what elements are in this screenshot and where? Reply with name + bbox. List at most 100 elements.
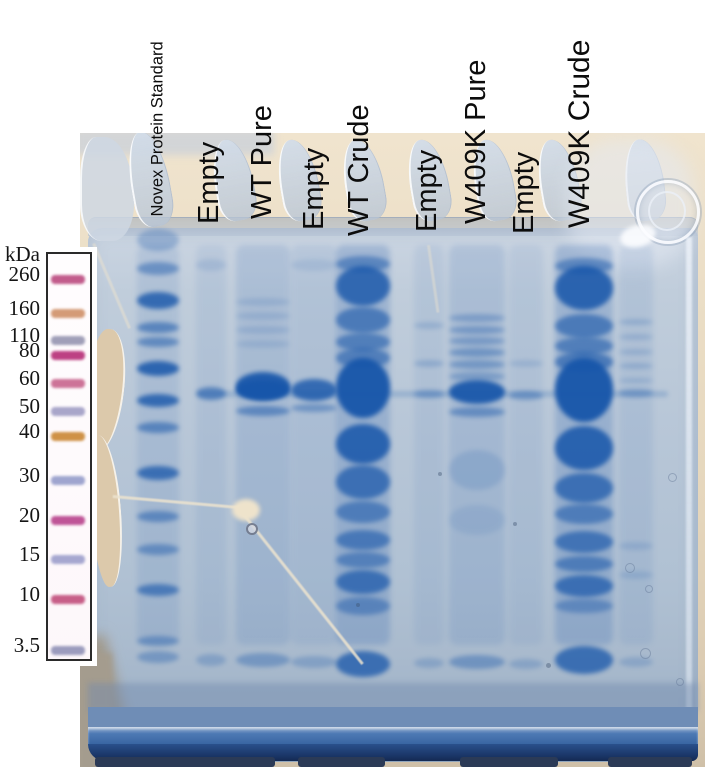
lane-label: WT Pure: [246, 105, 279, 219]
gel-lane: [137, 245, 179, 645]
protein-band: [449, 326, 505, 334]
kda-marker-label: 30: [19, 463, 40, 487]
protein-band: [137, 584, 179, 596]
protein-band: [509, 390, 543, 400]
gel-scratch-spot: [232, 499, 260, 521]
ladder-band: [51, 595, 85, 604]
protein-band: [137, 393, 179, 407]
kda-marker-label: 20: [19, 503, 40, 527]
protein-band: [336, 570, 390, 594]
protein-band: [555, 531, 613, 553]
faint-band-row: [198, 391, 668, 397]
protein-band: [336, 266, 390, 306]
protein-band: [236, 380, 290, 400]
protein-band: [236, 326, 290, 334]
kda-marker-label: 260: [8, 262, 41, 286]
protein-band: [137, 291, 179, 309]
protein-band: [619, 542, 653, 550]
protein-band: [196, 654, 226, 666]
gel-foot: [608, 757, 692, 767]
protein-band: [619, 657, 653, 667]
protein-band: [336, 651, 390, 677]
lane-label: WT Crude: [343, 104, 376, 236]
protein-band: [449, 450, 505, 490]
ladder-band: [51, 646, 85, 655]
gel-lane: [291, 245, 337, 645]
speck: [438, 472, 442, 476]
kda-marker-label: 50: [19, 394, 40, 418]
ladder-band: [51, 379, 85, 388]
protein-band: [555, 504, 613, 524]
gel-top-edge: [88, 217, 698, 236]
protein-band: [449, 314, 505, 322]
protein-band: [336, 501, 390, 523]
air-bubble: [246, 523, 258, 535]
lane-label: Empty: [298, 147, 331, 230]
ladder-band: [51, 516, 85, 525]
protein-band: [336, 358, 390, 418]
protein-band: [336, 307, 390, 333]
protein-band: [336, 530, 390, 550]
protein-band: [449, 407, 505, 417]
kda-marker-label: 15: [19, 542, 40, 566]
lane-label: Novex Protein Standard: [148, 40, 167, 216]
protein-band: [619, 319, 653, 325]
protein-band: [555, 473, 613, 503]
ladder-band: [51, 309, 85, 318]
gel-right-edge: [686, 237, 692, 747]
protein-band: [414, 321, 444, 329]
protein-band: [336, 424, 390, 464]
protein-band: [555, 426, 613, 470]
gel-foot: [298, 757, 385, 767]
ladder-band: [51, 275, 85, 284]
protein-band: [336, 465, 390, 499]
protein-band: [449, 371, 505, 381]
air-bubble: [676, 678, 684, 686]
protein-band: [414, 390, 444, 398]
gel-foot: [460, 757, 558, 767]
protein-band: [137, 337, 179, 347]
ladder-strip: [42, 247, 97, 666]
dye-front: [88, 683, 698, 711]
protein-band: [336, 597, 390, 615]
ladder-band: [51, 555, 85, 564]
protein-band: [555, 266, 613, 310]
protein-band: [137, 510, 179, 522]
protein-band: [509, 359, 543, 367]
gel-corner-tab: [80, 137, 134, 241]
protein-band: [137, 261, 179, 275]
protein-band: [555, 337, 613, 355]
protein-band: [449, 380, 505, 404]
ladder-band: [51, 407, 85, 416]
gel-lane: [449, 245, 505, 645]
air-bubble: [640, 648, 651, 659]
protein-band: [555, 599, 613, 613]
protein-band: [291, 404, 337, 412]
protein-band: [449, 337, 505, 345]
gel-lane: [509, 245, 543, 645]
ladder-band: [51, 432, 85, 441]
protein-band: [336, 552, 390, 568]
protein-band: [137, 543, 179, 555]
lane-label: Empty: [193, 141, 226, 224]
protein-band: [137, 636, 179, 646]
protein-band: [555, 646, 613, 674]
lane-label: W409K Pure: [460, 59, 493, 224]
protein-band: [449, 505, 505, 535]
protein-band: [555, 575, 613, 597]
protein-band: [449, 359, 505, 369]
gel-lane: [414, 245, 444, 645]
kda-marker-label: 110: [9, 323, 40, 347]
kda-marker-label: 160: [8, 296, 41, 320]
gel-lane: [236, 245, 290, 645]
protein-band: [137, 466, 179, 480]
protein-band: [449, 655, 505, 669]
kda-marker-label: 3.5: [13, 633, 40, 657]
ladder-band: [51, 336, 85, 345]
gel-photo: [80, 133, 705, 767]
protein-band: [236, 653, 290, 667]
gel-bottom-ridge: [88, 727, 698, 746]
protein-band: [196, 259, 226, 271]
protein-band: [619, 377, 653, 383]
